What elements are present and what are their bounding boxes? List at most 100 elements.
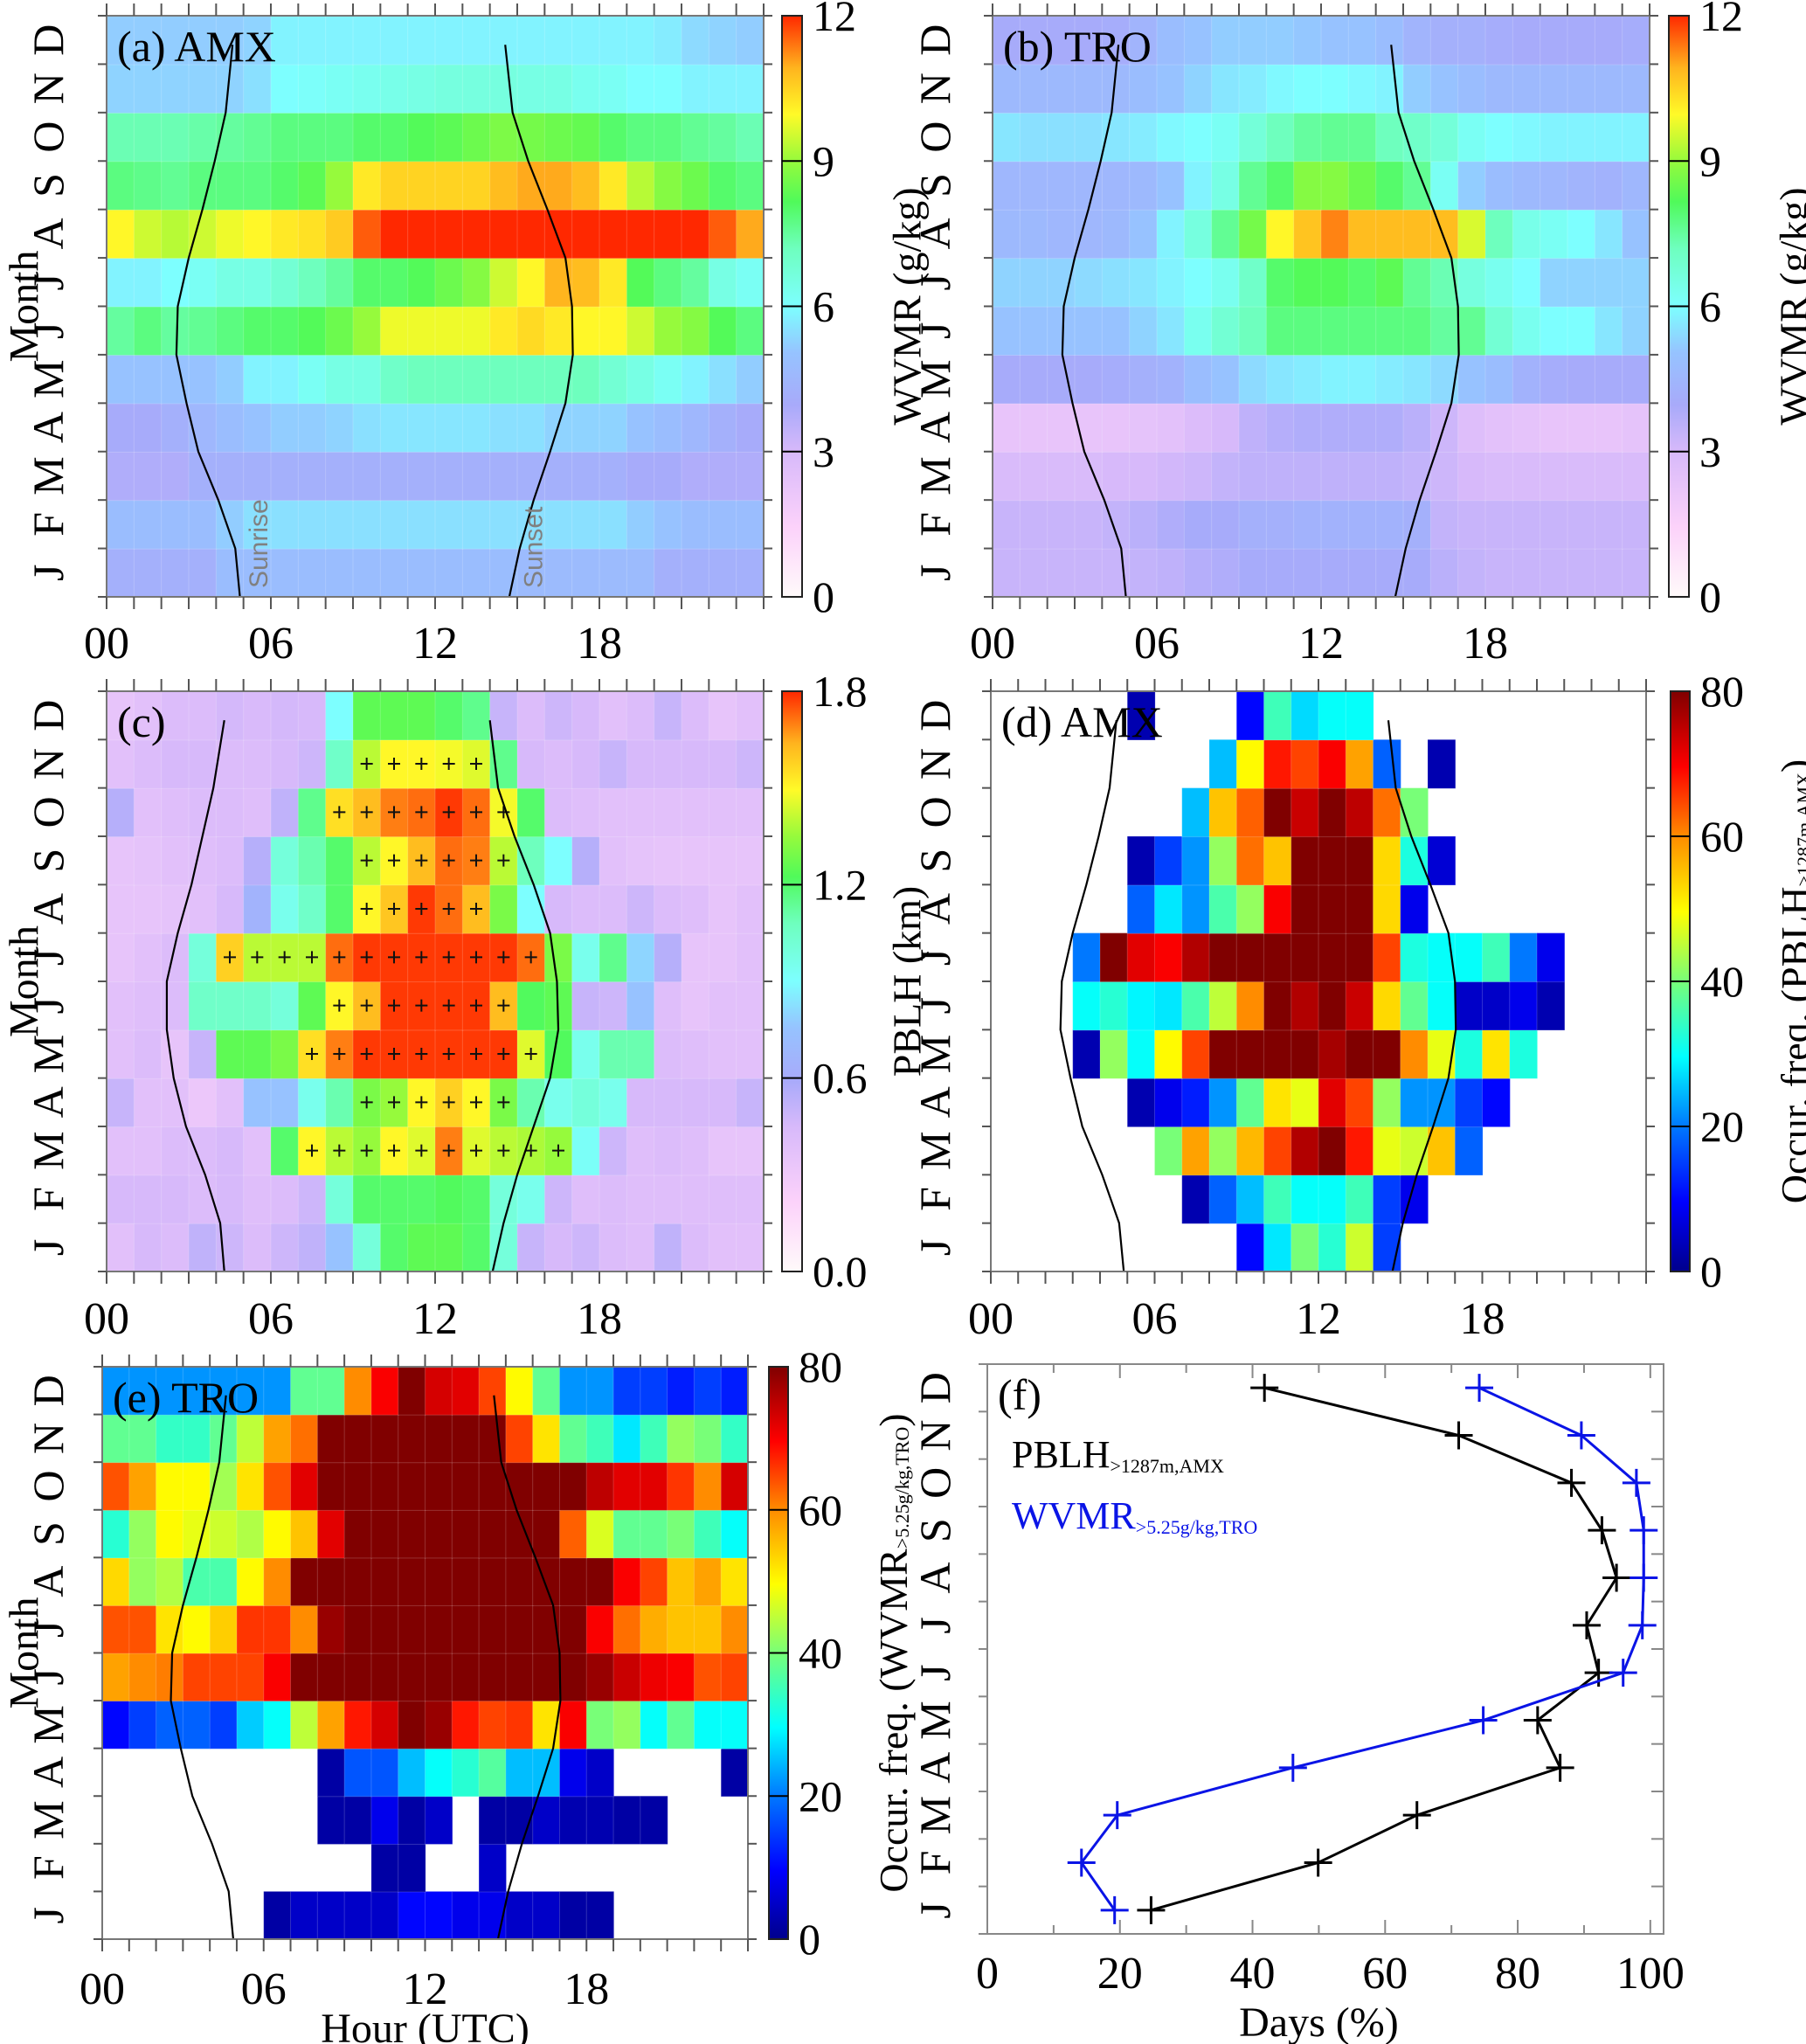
heatmap-cell <box>243 1174 273 1224</box>
heatmap-cell <box>543 160 573 211</box>
heatmap-cell <box>407 690 437 741</box>
heatmap-cell <box>599 257 628 308</box>
heatmap-cell <box>1567 112 1596 163</box>
heatmap-cell <box>243 883 273 934</box>
heatmap-cell <box>681 63 710 114</box>
heatmap-cell <box>1347 257 1377 308</box>
heatmap-cell <box>343 1366 373 1416</box>
significance-marker <box>333 1048 346 1060</box>
heatmap-cell <box>571 63 601 114</box>
heatmap-cell <box>1235 835 1265 886</box>
heatmap-cell <box>1375 306 1405 357</box>
heatmap-cell <box>992 63 1021 114</box>
heatmap-cell <box>1484 63 1514 114</box>
heatmap-cell <box>425 1890 453 1941</box>
heatmap-cell <box>188 980 218 1031</box>
heatmap-cell <box>708 1174 737 1224</box>
heatmap-cell <box>708 257 737 308</box>
heatmap-cell <box>1235 1223 1265 1273</box>
heatmap-cell <box>693 1653 723 1702</box>
heatmap-cell <box>1211 451 1241 502</box>
month-tick-label: A <box>910 893 959 925</box>
heatmap-cell <box>571 306 601 357</box>
heatmap-cell <box>1265 209 1295 260</box>
heatmap-cell <box>1101 15 1131 66</box>
heatmap-cell <box>516 209 546 260</box>
heatmap-cell <box>1567 160 1596 211</box>
legend-entry: PBLH>1287m,AMX <box>1012 1433 1224 1477</box>
heatmap-cell <box>297 787 327 838</box>
heatmap-cell <box>505 1556 534 1607</box>
heatmap-cell <box>1263 932 1292 983</box>
heatmap-cell <box>1265 402 1295 453</box>
heatmap-cell <box>1265 160 1295 211</box>
heatmap-cell <box>407 354 437 405</box>
heatmap-cell <box>626 980 655 1031</box>
heatmap-cell <box>543 15 573 66</box>
heatmap-cell <box>461 63 491 114</box>
heatmap-cell <box>1183 209 1213 260</box>
heatmap-cell <box>612 1795 641 1845</box>
heatmap-cell <box>1320 160 1350 211</box>
heatmap-cell <box>325 257 355 308</box>
heatmap-cell <box>558 1366 588 1416</box>
heatmap-cell <box>1567 451 1596 502</box>
heatmap-cell <box>693 1556 723 1607</box>
heatmap-cell <box>352 160 382 211</box>
heatmap-cell <box>215 690 245 741</box>
heatmap-cell <box>585 1604 615 1654</box>
data-point-marker <box>1630 1563 1658 1592</box>
heatmap-cell <box>626 63 655 114</box>
heatmap-cell <box>489 306 519 357</box>
month-tick-label: N <box>24 748 73 779</box>
x-tick-label: 06 <box>248 1294 294 1344</box>
heatmap-cell <box>379 63 409 114</box>
significance-marker <box>470 758 482 770</box>
x-tick-label: 18 <box>1460 1294 1505 1344</box>
heatmap-cell <box>325 451 355 502</box>
heatmap-cell <box>1235 883 1265 934</box>
heatmap-cell <box>188 690 218 741</box>
panel-title: (d) AMX <box>1001 697 1163 746</box>
heatmap-cell <box>543 1077 573 1128</box>
heatmap-cell <box>1567 15 1596 66</box>
colorbar-label: Occur. freq. (PBLH>1287m,AMX) <box>1773 759 1806 1203</box>
heatmap-cell <box>407 257 437 308</box>
heatmap-cell <box>571 499 601 550</box>
heatmap-cell <box>1019 63 1048 114</box>
heatmap-cell <box>720 1700 750 1750</box>
month-tick-label: N <box>910 1419 959 1451</box>
heatmap-cell <box>1594 15 1623 66</box>
heatmap-cell <box>720 1366 750 1416</box>
heatmap-cell <box>720 1653 750 1702</box>
x-tick-label: 18 <box>1463 619 1508 669</box>
heatmap-cell <box>681 690 710 741</box>
colorbar-label-subscript: >1287m,AMX <box>1793 773 1806 886</box>
heatmap-cell <box>1235 787 1265 838</box>
heatmap-cell <box>1347 112 1377 163</box>
heatmap-cell <box>1429 548 1459 599</box>
heatmap-cell <box>270 738 300 789</box>
heatmap-cell <box>297 257 327 308</box>
data-point-marker <box>1622 1468 1650 1497</box>
heatmap-cell <box>1540 112 1569 163</box>
heatmap-cell <box>263 1890 292 1941</box>
heatmap-cell <box>720 1748 750 1798</box>
heatmap-cell <box>1235 1029 1265 1079</box>
heatmap-cell <box>325 112 355 163</box>
heatmap-cell <box>270 63 300 114</box>
heatmap-cell <box>1482 980 1511 1031</box>
heatmap-cell <box>1181 1126 1211 1176</box>
heatmap-cell <box>316 1414 346 1464</box>
heatmap-cell <box>571 257 601 308</box>
heatmap-cell <box>736 690 765 741</box>
heatmap-cell <box>1540 160 1569 211</box>
heatmap-cell <box>1293 257 1323 308</box>
heatmap-cell <box>209 1556 239 1607</box>
panel-title: (c) <box>117 697 166 746</box>
significance-marker <box>470 806 482 819</box>
heatmap-cell <box>1429 15 1459 66</box>
heatmap-cell <box>290 1556 319 1607</box>
heatmap-cell <box>505 1604 534 1654</box>
